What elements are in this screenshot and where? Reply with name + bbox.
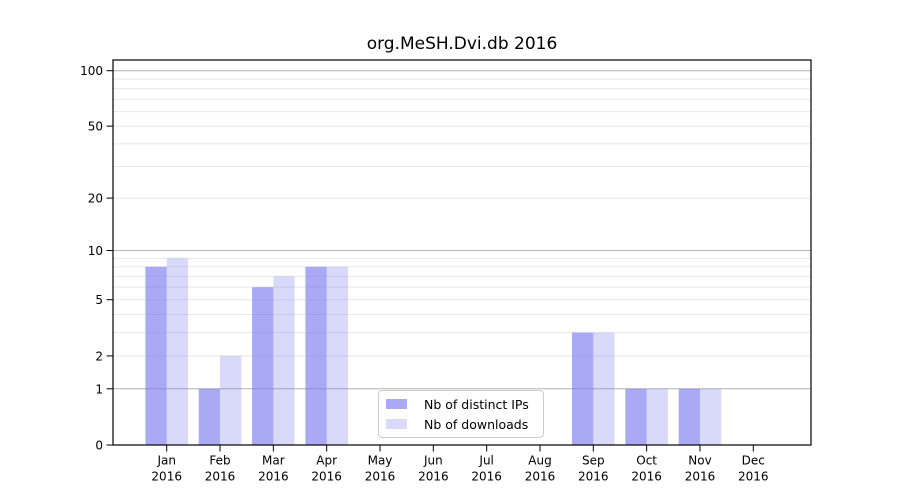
axis-frame [112, 59, 812, 446]
y-tick-label: 2 [95, 349, 103, 363]
bar-downloads [220, 355, 242, 445]
bar-downloads [166, 258, 188, 445]
x-tick-label-year: 2016 [151, 470, 182, 484]
x-tick-label-month: Apr [316, 454, 337, 468]
chart-title: org.MeSH.Dvi.db 2016 [366, 34, 558, 54]
legend-swatch-distinct-ips [386, 399, 407, 409]
x-tick-label-month: Aug [528, 454, 551, 468]
legend-label-downloads: Nb of downloads [424, 416, 529, 432]
x-tick-label-month: Dec [742, 454, 765, 468]
y-tick-label: 20 [88, 192, 103, 206]
x-tick-label-year: 2016 [471, 470, 502, 484]
x-tick-label-month: Nov [688, 454, 711, 468]
legend-item-distinct-ips: Nb of distinct IPs [386, 397, 543, 412]
x-tick-label-year: 2016 [418, 470, 449, 484]
legend: Nb of distinct IPs Nb of downloads [378, 390, 544, 438]
x-tick-label-year: 2016 [631, 470, 662, 484]
bar-downloads [273, 276, 295, 445]
y-tick-label: 1 [95, 382, 103, 396]
x-tick-label-month: Jul [478, 454, 493, 468]
bar-downloads [593, 332, 615, 445]
x-tick-label-year: 2016 [311, 470, 342, 484]
bar-downloads [646, 388, 668, 445]
x-tick-label-month: May [368, 454, 393, 468]
legend-label-distinct-ips: Nb of distinct IPs [424, 396, 529, 412]
bar-distinct-ips [252, 287, 274, 445]
y-tick-label: 50 [88, 120, 103, 134]
y-tick-label: 100 [80, 64, 103, 78]
x-tick-label-year: 2016 [525, 470, 556, 484]
x-tick-label-year: 2016 [205, 470, 236, 484]
x-tick-label-month: Sep [582, 454, 605, 468]
bar-distinct-ips [678, 388, 700, 445]
x-tick-label-month: Feb [209, 454, 230, 468]
y-tick-label: 5 [95, 293, 103, 307]
x-tick-label-year: 2016 [738, 470, 769, 484]
x-tick-label-year: 2016 [685, 470, 716, 484]
bar-distinct-ips [625, 388, 647, 445]
bar-distinct-ips [305, 266, 327, 445]
y-tick-label: 10 [88, 244, 103, 258]
bar-distinct-ips [572, 332, 594, 445]
legend-item-downloads: Nb of downloads [386, 417, 543, 432]
bar-downloads [326, 266, 348, 445]
x-tick-label-month: Mar [262, 454, 285, 468]
legend-swatch-downloads [386, 419, 407, 429]
bar-downloads [699, 388, 722, 445]
x-tick-label-year: 2016 [578, 470, 609, 484]
x-tick-label-month: Oct [636, 454, 657, 468]
x-tick-label-month: Jan [156, 454, 176, 468]
y-tick-label: 0 [95, 439, 103, 453]
bar-distinct-ips [145, 266, 167, 445]
x-tick-label-month: Jun [423, 454, 443, 468]
bar-distinct-ips [198, 388, 221, 445]
x-tick-label-year: 2016 [258, 470, 289, 484]
x-tick-label-year: 2016 [365, 470, 396, 484]
